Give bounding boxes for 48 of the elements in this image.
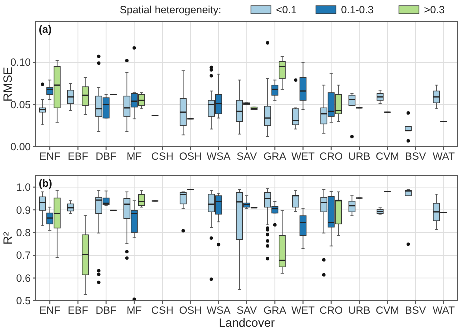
x-tick-label: ENF [40, 305, 61, 317]
x-tick-label: EBF [68, 151, 88, 163]
x-tick-label: CVM [376, 305, 400, 317]
x-tick-label: CRO [320, 151, 344, 163]
legend-label: 0.1-0.3 [341, 4, 374, 17]
x-tick-label: URB [348, 151, 371, 163]
x-tick-label: DBF [96, 305, 117, 317]
y-axis-title: R² [1, 232, 15, 245]
x-tick-label: WET [292, 305, 316, 317]
y-tick-label: 0.5 [16, 296, 32, 308]
x-tick-label: MF [126, 151, 142, 163]
x-tick-label: ENF [40, 151, 61, 163]
x-tick-label: GRA [264, 151, 287, 163]
x-tick-label: CVM [376, 151, 400, 163]
x-tick-label: OSH [179, 305, 202, 317]
x-tick-label: CSH [152, 305, 174, 317]
x-tick-label: WSA [206, 305, 231, 317]
x-tick-label: EBF [68, 305, 88, 317]
legend-label: <0.1 [276, 4, 298, 17]
x-tick-label: BSV [405, 151, 426, 163]
legend-title: Spatial heterogeneity: [120, 4, 222, 17]
y-axis-title: RMSE [1, 67, 15, 102]
legend-label: >0.3 [424, 4, 446, 17]
x-tick-label: SAV [236, 305, 258, 317]
y-tick-label: 1.0 [16, 182, 32, 194]
chart-title: (b) [39, 178, 52, 190]
y-tick-label: 0.10 [10, 57, 32, 70]
x-tick-label: OSH [179, 151, 202, 163]
x-tick-label: WET [292, 151, 316, 163]
x-tick-label: WSA [206, 151, 231, 163]
x-tick-label: CRO [320, 305, 344, 317]
x-tick-label: GRA [264, 305, 287, 317]
x-tick-label: WAT [432, 151, 456, 163]
x-tick-label: CSH [152, 151, 174, 163]
x-tick-label: URB [348, 305, 371, 317]
x-axis-title: Landcover [218, 316, 276, 330]
y-tick-label: 0.7 [16, 250, 32, 262]
x-tick-label: WAT [432, 305, 456, 317]
y-tick-label: 0.05 [10, 99, 32, 112]
y-tick-label: 0.8 [16, 227, 32, 240]
y-tick-label: 0.9 [16, 204, 32, 217]
x-tick-label: DBF [96, 151, 117, 163]
y-tick-label: 0.6 [16, 272, 32, 285]
x-tick-label: BSV [405, 305, 426, 317]
y-tick-label: 0.00 [10, 142, 32, 154]
x-tick-label: MF [126, 305, 142, 317]
x-tick-label: SAV [236, 151, 258, 163]
chart-title: (a) [39, 24, 52, 36]
